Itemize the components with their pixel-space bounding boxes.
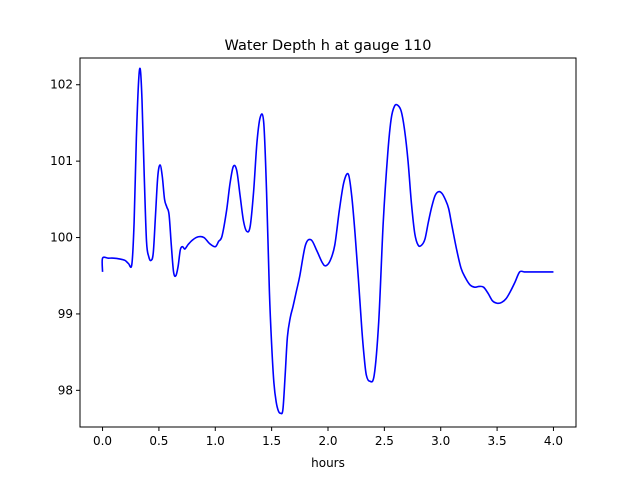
- series-line: [101, 67, 554, 415]
- x-tick-label: 3.0: [431, 434, 450, 448]
- y-tick-label: 99: [58, 307, 73, 321]
- chart-title: Water Depth h at gauge 110: [225, 38, 432, 54]
- y-tick-label: 102: [50, 78, 73, 92]
- y-tick-label: 100: [50, 231, 73, 245]
- x-tick-label: 4.0: [544, 434, 563, 448]
- x-tick-label: 3.5: [488, 434, 507, 448]
- x-tick-label: 1.5: [262, 434, 281, 448]
- x-tick-label: 0.5: [149, 434, 168, 448]
- x-axis-title: hours: [311, 456, 345, 470]
- x-tick-label: 2.0: [318, 434, 337, 448]
- x-tick-label: 0.0: [93, 434, 112, 448]
- x-tick-label: 1.0: [206, 434, 225, 448]
- x-tick-label: 2.5: [375, 434, 394, 448]
- y-tick-label: 101: [50, 154, 73, 168]
- y-tick-label: 98: [58, 383, 73, 397]
- y-axis: 98 99 100 101 102: [50, 78, 80, 397]
- x-axis: 0.0 0.5 1.0 1.5 2.0 2.5 3.0 3.5 4.0: [93, 427, 563, 448]
